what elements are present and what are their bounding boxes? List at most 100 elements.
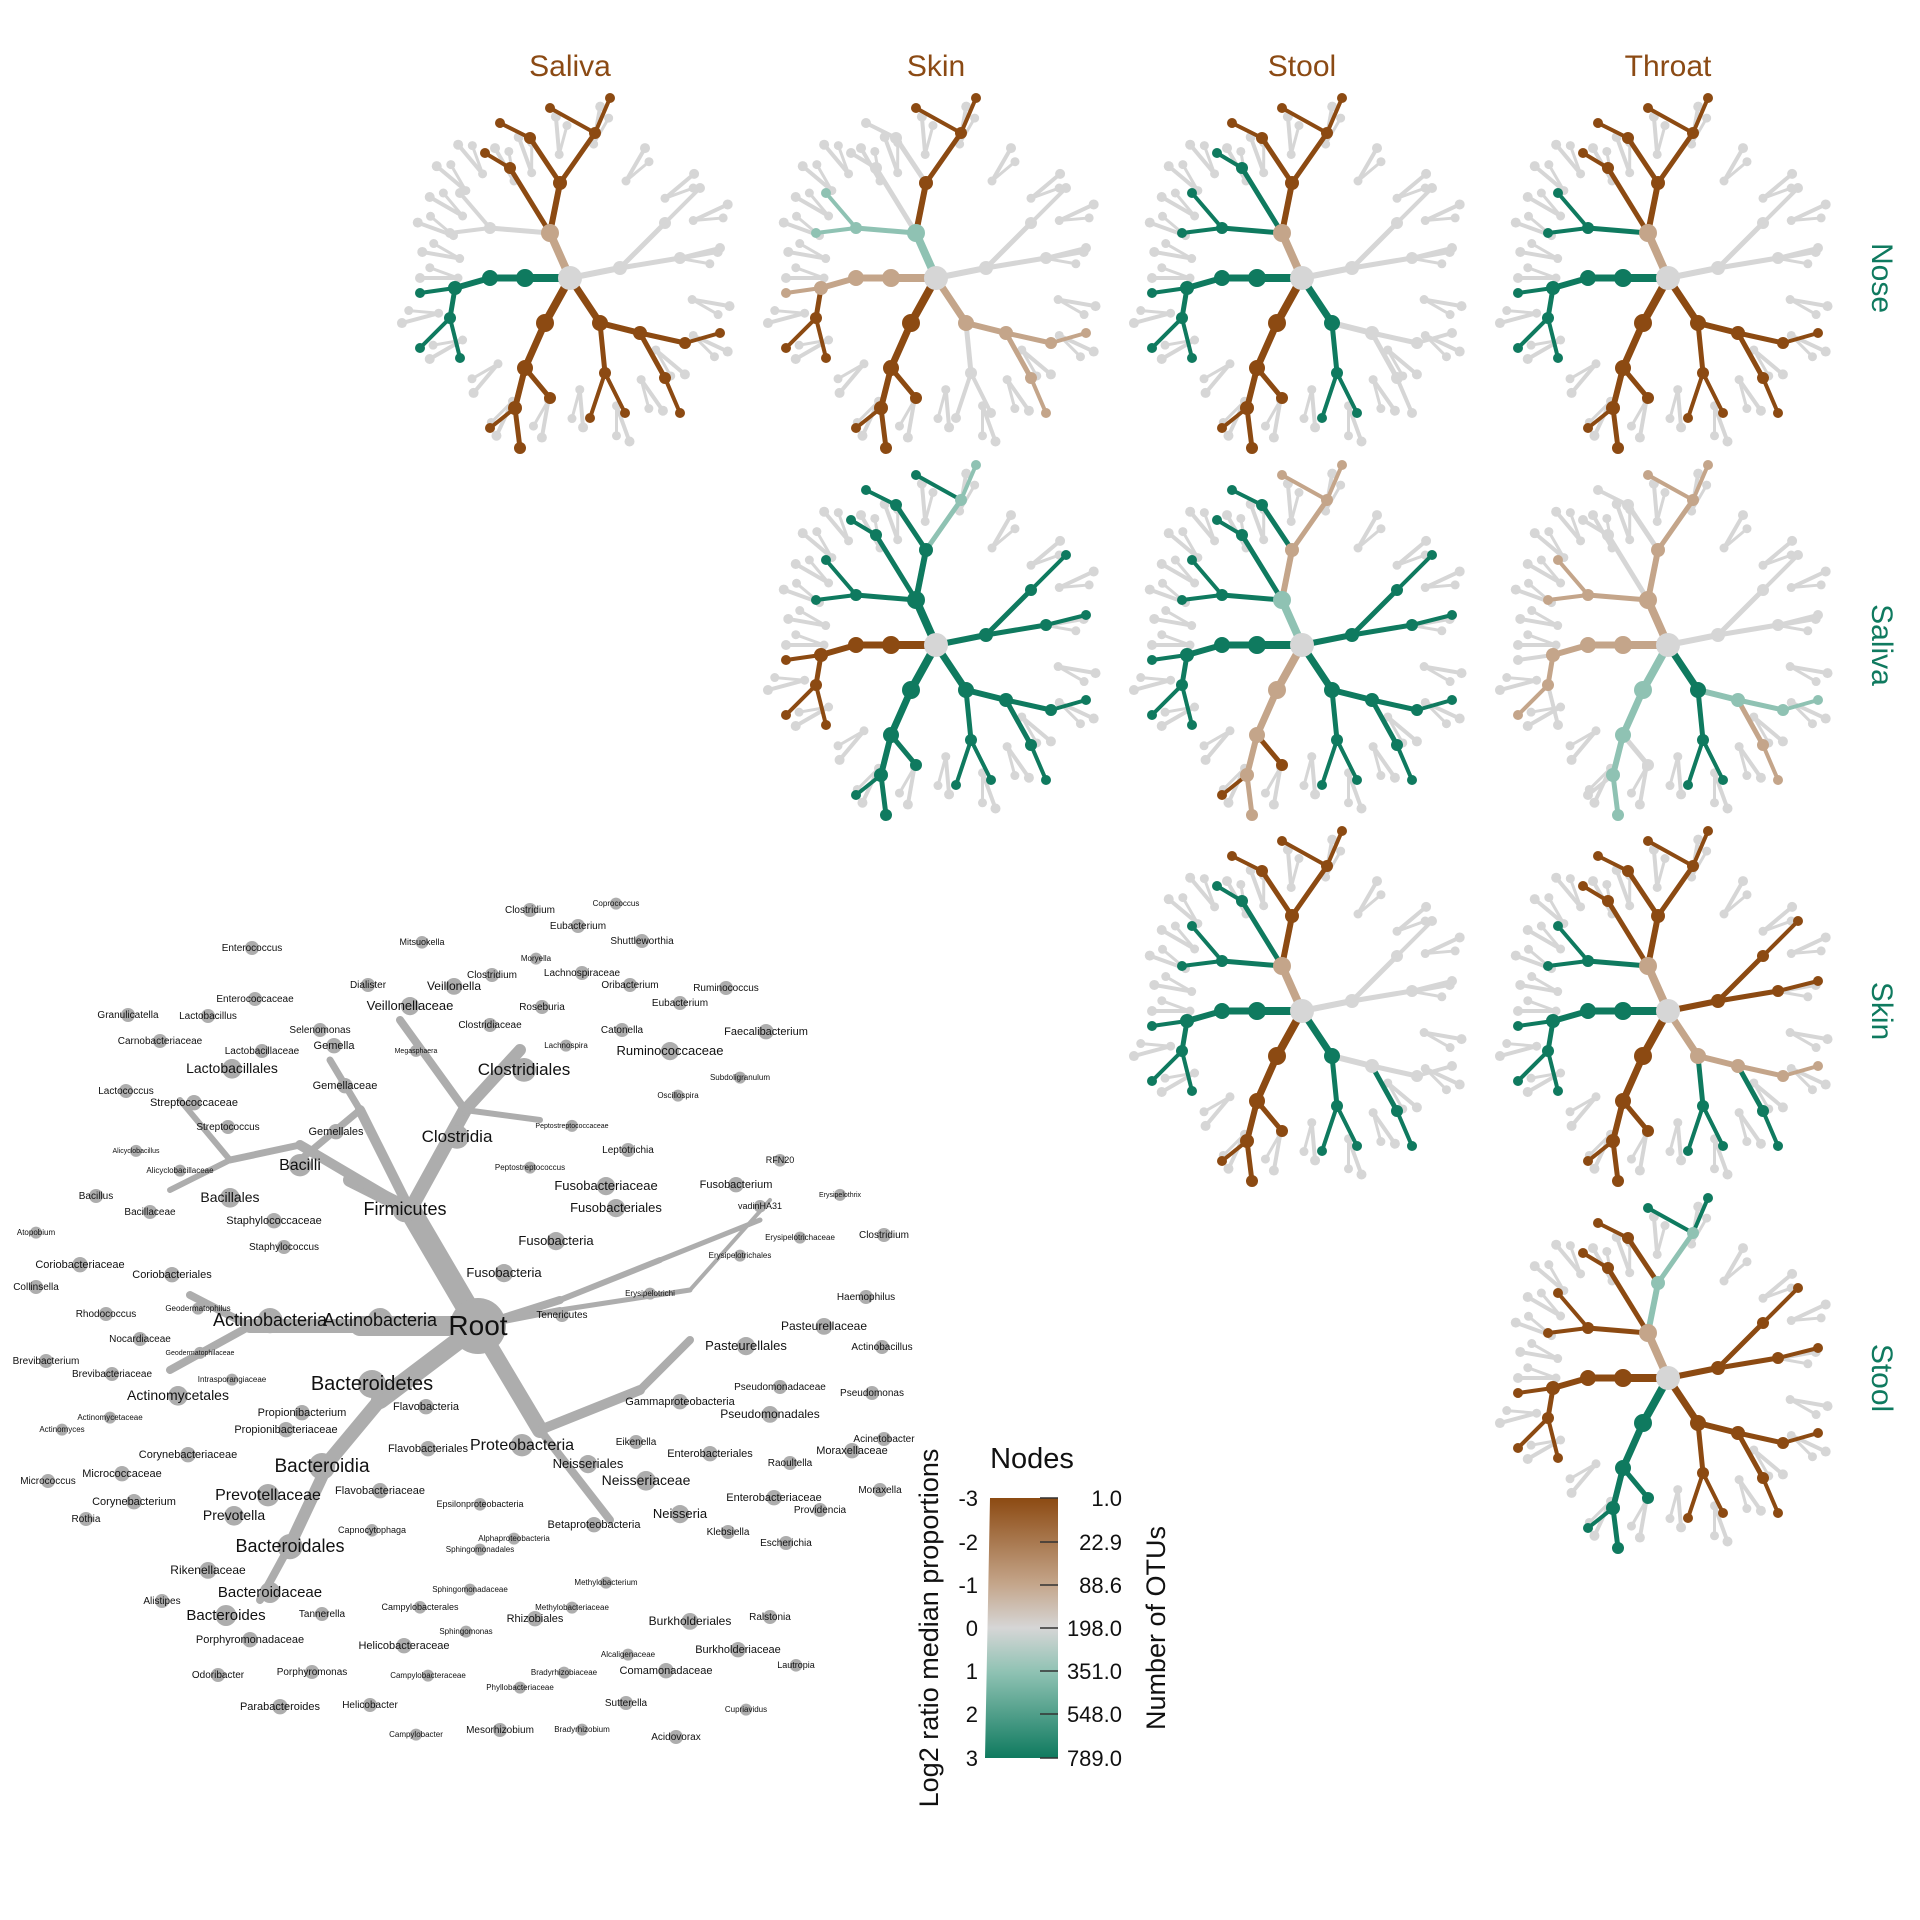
legend-right-tick: 88.6 <box>1079 1573 1122 1598</box>
key-tree-edge <box>355 1105 415 1215</box>
tree-edge <box>1239 165 1285 236</box>
tree-edge <box>1568 1245 1582 1275</box>
tree-edge <box>1789 297 1828 309</box>
key-tree-node <box>483 1018 497 1032</box>
tree-node <box>821 720 831 730</box>
tree-node <box>455 353 465 363</box>
tree-edge <box>1371 745 1397 779</box>
tree-node <box>1494 318 1505 329</box>
tree-edge <box>1761 743 1780 782</box>
tree-edge <box>1722 880 1745 916</box>
key-tree-label: Clostridiales <box>478 1060 571 1079</box>
key-tree-node <box>766 1490 782 1506</box>
tree-edge <box>1029 743 1048 782</box>
tree-node <box>1656 999 1680 1023</box>
tree-node <box>1406 985 1418 997</box>
tree-edge <box>959 463 978 502</box>
tree-node <box>1343 431 1353 441</box>
tree-node <box>679 337 691 349</box>
key-tree-node <box>460 1625 472 1638</box>
tree-node <box>1081 243 1091 253</box>
key-tree-label: Streptococcaceae <box>150 1097 238 1109</box>
tree-node <box>1588 143 1598 154</box>
tree-node <box>1285 176 1299 190</box>
tree-edge <box>1655 1225 1667 1255</box>
tree-edge <box>1335 371 1359 415</box>
tree-node <box>1816 580 1826 590</box>
tree-edge <box>1791 583 1822 590</box>
tree-node <box>1526 1440 1536 1450</box>
tree-node <box>1128 685 1139 696</box>
tree-node <box>1437 259 1447 269</box>
tree-node <box>1081 610 1091 620</box>
tree-node <box>955 494 967 506</box>
tree-edge <box>1668 389 1680 419</box>
key-tree-node <box>761 1406 779 1423</box>
key-tree-label: Erysipelotrichales <box>709 1251 772 1260</box>
tree-node <box>1523 996 1533 1006</box>
tree-edge <box>1761 919 1800 958</box>
tree-node <box>1299 781 1309 791</box>
tree-node <box>928 488 938 498</box>
tree-node <box>824 335 834 345</box>
tree-node <box>1156 192 1167 202</box>
tree-node <box>1450 580 1460 590</box>
tree-node <box>979 628 993 642</box>
tree-edge <box>1789 664 1828 676</box>
tree-edge <box>470 145 484 175</box>
key-tree-node <box>635 934 649 948</box>
tree-edge <box>801 531 834 560</box>
tree-node <box>961 101 972 112</box>
key-tree-node <box>89 1189 103 1203</box>
tree-node <box>424 192 435 202</box>
tree-node <box>1324 682 1340 698</box>
tree-node <box>1177 595 1187 605</box>
tree-edge <box>983 622 1049 638</box>
comparison-tree-panels <box>396 93 1833 1554</box>
tree-node <box>1290 633 1314 657</box>
key-tree-node <box>555 1308 569 1322</box>
tree-edge <box>1637 1499 1649 1538</box>
key-tree-node <box>596 1177 616 1196</box>
tree-edge <box>893 502 929 553</box>
tree-node <box>1755 772 1766 783</box>
tree-edge <box>1369 697 1400 748</box>
tree-edge <box>1651 483 1660 522</box>
tree-edge <box>1715 988 1781 1004</box>
key-tree-node <box>143 1205 157 1219</box>
tree-node <box>455 188 465 198</box>
tree-node <box>1820 1299 1831 1310</box>
tree-node <box>1651 909 1665 923</box>
tree-node <box>1524 944 1534 954</box>
tree-node <box>1088 713 1099 724</box>
tree-node <box>1634 314 1652 332</box>
tree-edge <box>1324 484 1342 512</box>
tree-node <box>1317 780 1327 790</box>
tree-edge <box>1259 502 1295 553</box>
tree-node <box>857 430 868 441</box>
tree-node <box>1593 485 1603 495</box>
key-tree-label: Erysipelotrichi <box>625 1289 675 1298</box>
tree-node <box>1391 584 1403 596</box>
tree-node <box>1147 655 1157 665</box>
tree-node <box>781 640 791 650</box>
tree-edge <box>1499 678 1538 692</box>
tree-edge <box>808 559 830 584</box>
tree-edge <box>1527 1366 1557 1380</box>
tree-edge <box>914 473 963 502</box>
tree-node <box>986 408 996 418</box>
tree-node <box>1606 1501 1620 1515</box>
key-tree-label: Parabacteroides <box>240 1701 321 1713</box>
key-tree-label: Tannerella <box>299 1609 346 1620</box>
tree-node <box>1178 893 1188 903</box>
tree-node <box>1158 211 1168 221</box>
key-tree-label: Rothia <box>72 1514 101 1525</box>
tree-node <box>1010 524 1020 534</box>
tree-node <box>1651 543 1665 557</box>
key-tree-node <box>114 1466 130 1482</box>
tree-node <box>819 139 830 150</box>
tree-node <box>1544 160 1554 170</box>
tree-node <box>1045 704 1057 716</box>
key-tree-node <box>192 1302 204 1315</box>
tree-edge <box>1614 136 1632 174</box>
